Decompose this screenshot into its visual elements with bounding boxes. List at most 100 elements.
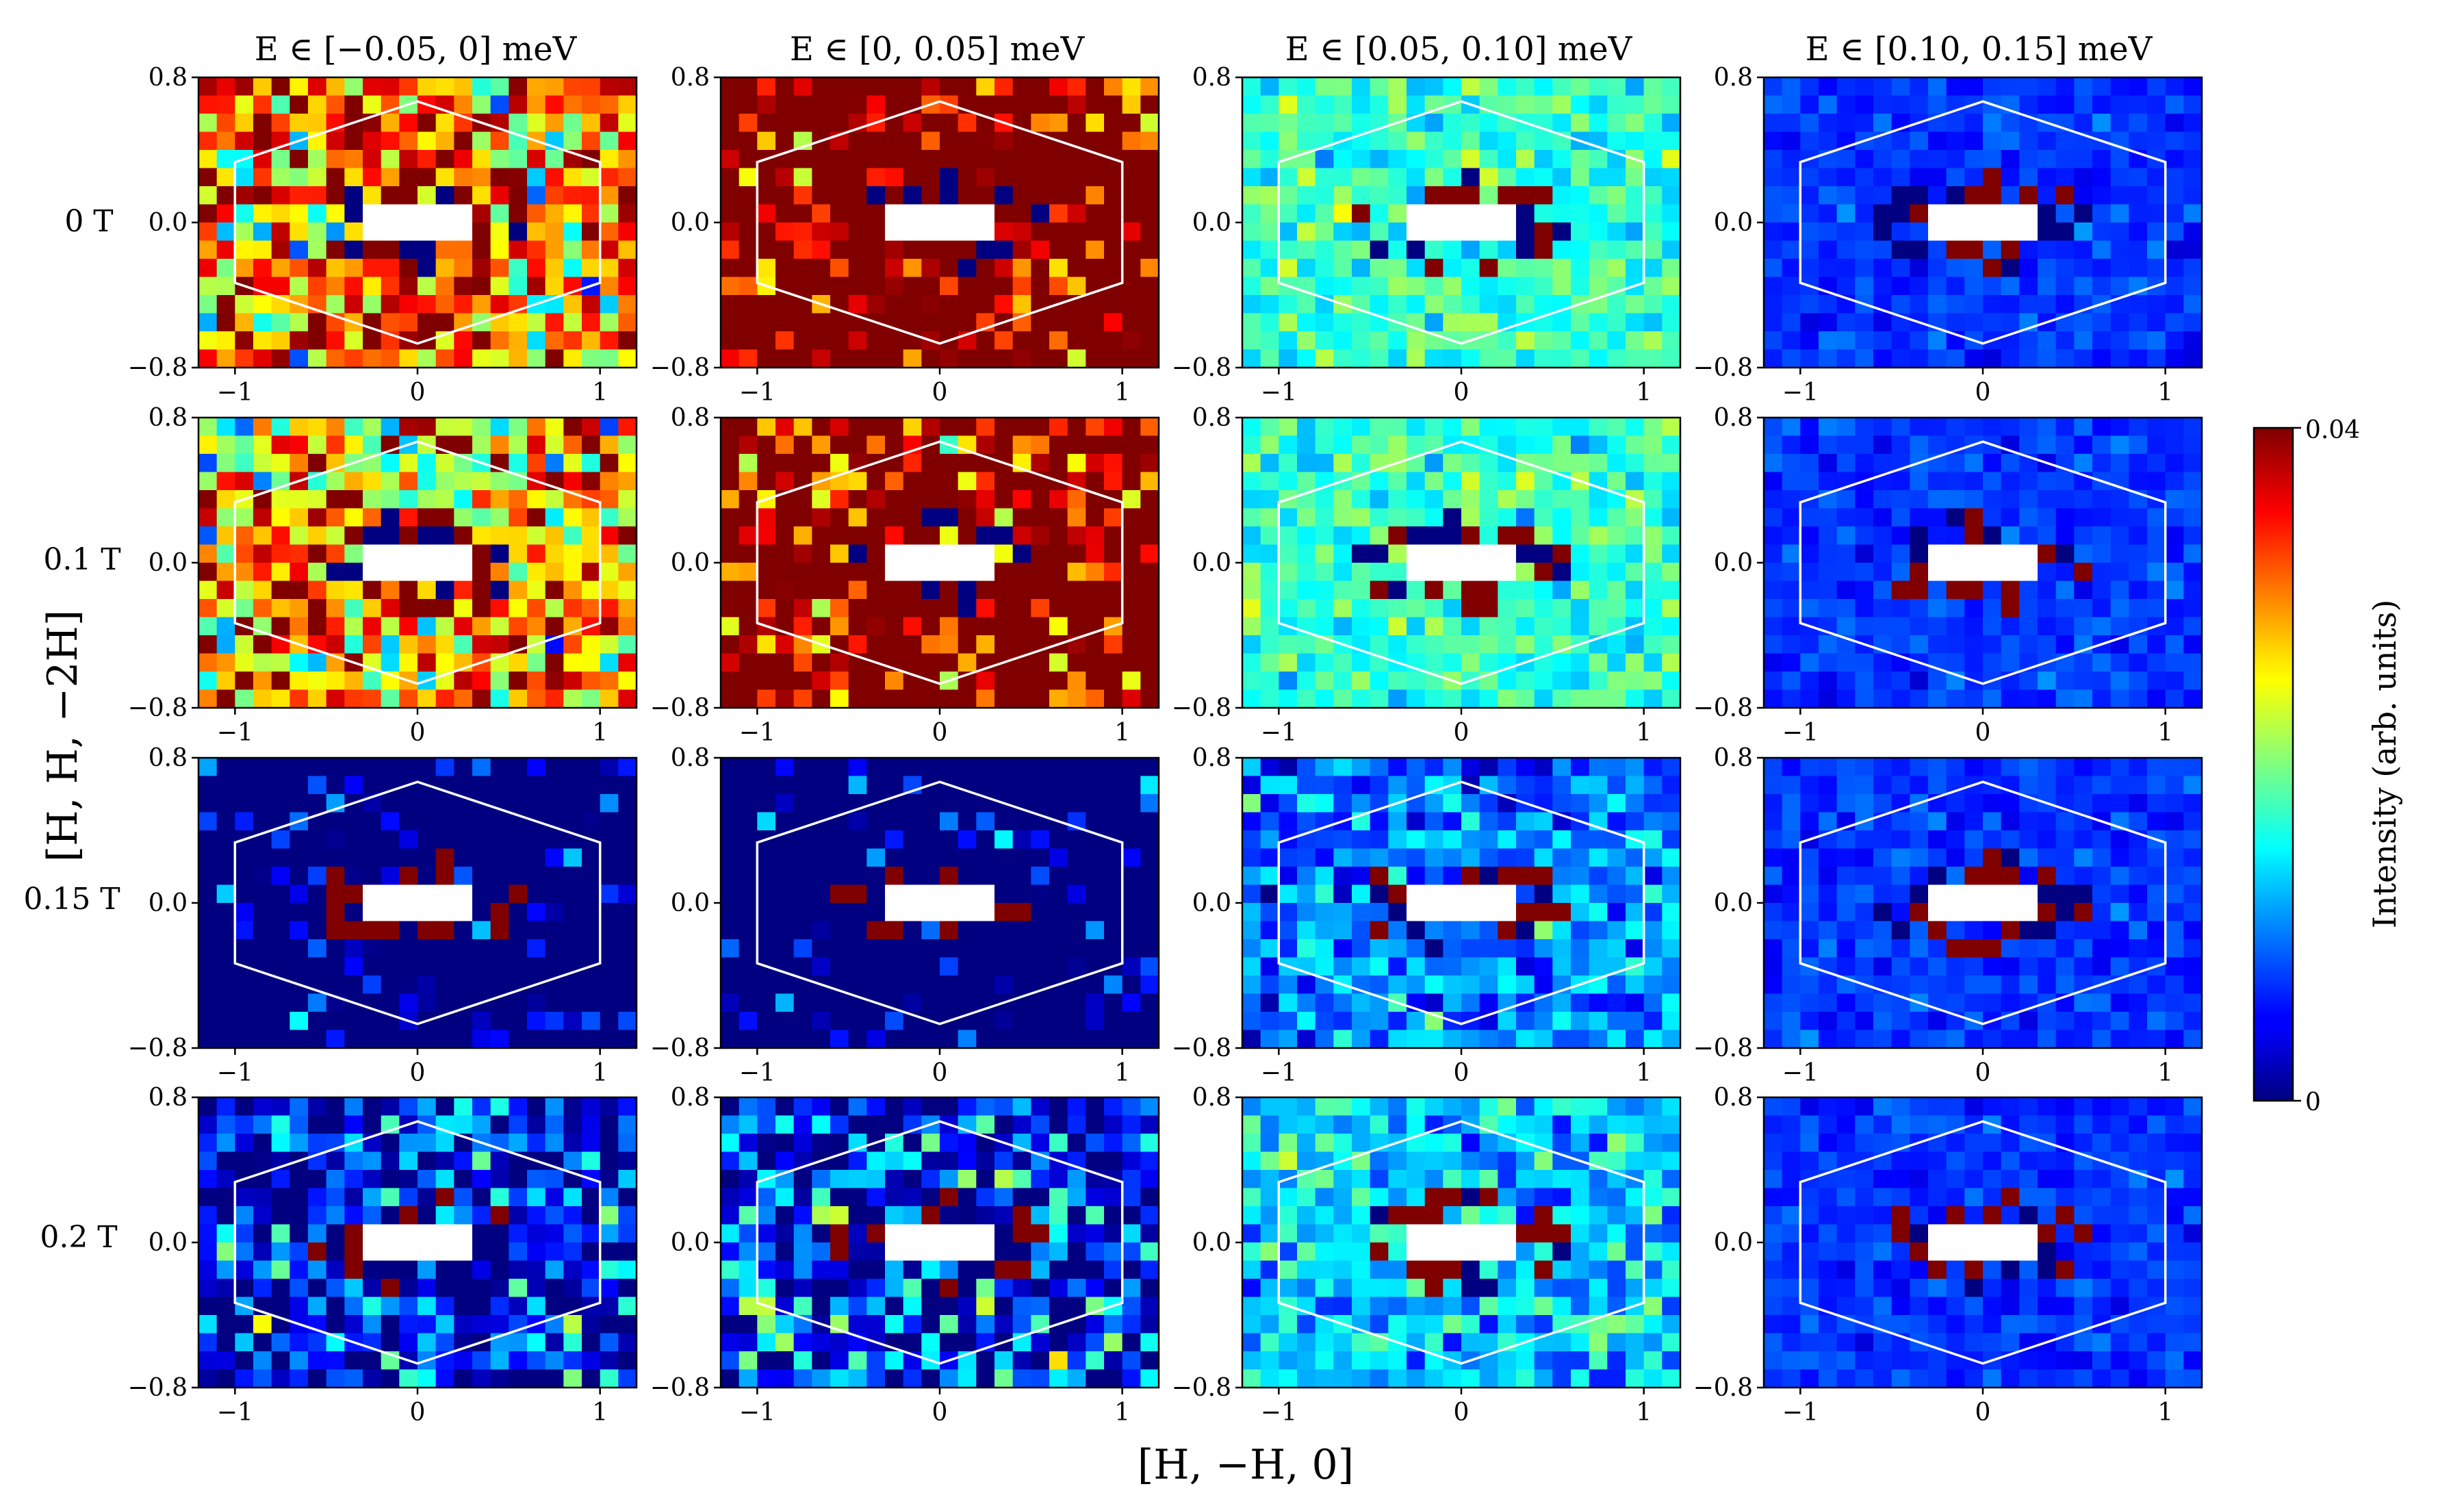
heatmap-cell bbox=[344, 884, 363, 904]
heatmap-cell bbox=[793, 277, 812, 296]
heatmap-cell bbox=[1443, 508, 1462, 527]
heatmap-cell bbox=[2019, 939, 2038, 958]
heatmap-cell bbox=[775, 580, 795, 600]
heatmap-cell bbox=[1479, 114, 1498, 133]
heatmap-cell bbox=[600, 240, 619, 259]
heatmap-cell bbox=[1279, 295, 1298, 314]
heatmap-cell bbox=[1461, 993, 1480, 1012]
heatmap-cell bbox=[2165, 168, 2184, 187]
heatmap-cell bbox=[2092, 939, 2112, 958]
heatmap-cell bbox=[271, 349, 290, 368]
heatmap-cell bbox=[1122, 993, 1141, 1012]
heatmap-cell bbox=[2055, 472, 2075, 491]
heatmap-cell bbox=[308, 150, 327, 169]
heatmap-cell bbox=[1571, 830, 1590, 850]
heatmap-cell bbox=[1279, 672, 1298, 691]
heatmap-cell bbox=[1891, 168, 1910, 187]
heatmap-cell bbox=[994, 563, 1014, 582]
heatmap-cell bbox=[1534, 150, 1553, 169]
heatmap-cell bbox=[1315, 1030, 1334, 1049]
panel-r2-c4: −1 0 1−0.80.00.8 bbox=[1693, 404, 2203, 747]
heatmap-cell bbox=[885, 544, 904, 563]
heatmap-cell bbox=[1782, 848, 1801, 867]
heatmap-cell bbox=[344, 277, 363, 296]
heatmap-cell bbox=[2092, 95, 2112, 114]
heatmap-cell bbox=[1964, 77, 1984, 97]
heatmap-cell bbox=[326, 563, 345, 582]
heatmap-cell bbox=[1049, 993, 1068, 1012]
heatmap-cell bbox=[1407, 903, 1426, 922]
heatmap-cell bbox=[1946, 418, 1965, 437]
heatmap-cell bbox=[2019, 830, 2038, 850]
heatmap-cell bbox=[582, 1134, 601, 1153]
heatmap-cell bbox=[1388, 635, 1407, 654]
heatmap-cell bbox=[1122, 758, 1141, 777]
heatmap-cell bbox=[418, 150, 437, 169]
heatmap-cell bbox=[308, 204, 327, 223]
heatmap-cell bbox=[1928, 830, 1947, 850]
heatmap-cell bbox=[290, 993, 309, 1012]
heatmap-cell bbox=[1140, 580, 1159, 600]
heatmap-cell bbox=[1800, 240, 1819, 259]
heatmap-cell bbox=[472, 222, 491, 242]
heatmap-cell bbox=[381, 563, 400, 582]
heatmap-cell bbox=[2147, 418, 2166, 437]
heatmap-cell bbox=[600, 295, 619, 314]
heatmap-cell bbox=[1800, 508, 1819, 527]
heatmap-cell bbox=[2055, 599, 2075, 618]
heatmap-cell bbox=[216, 131, 235, 151]
heatmap-cell bbox=[2183, 114, 2203, 133]
heatmap-cell bbox=[1910, 526, 1929, 546]
heatmap-cell bbox=[418, 903, 437, 922]
heatmap-cell bbox=[885, 689, 904, 709]
heatmap-cell bbox=[1315, 490, 1334, 509]
heatmap-cell bbox=[867, 580, 886, 600]
heatmap-cell bbox=[308, 689, 327, 709]
heatmap-cell bbox=[1928, 939, 1947, 958]
heatmap-cell bbox=[600, 526, 619, 546]
heatmap-cell bbox=[739, 240, 758, 259]
heatmap-cell bbox=[1333, 222, 1352, 242]
heatmap-cell bbox=[418, 884, 437, 904]
heatmap-cell bbox=[2019, 526, 2038, 546]
heatmap-cell bbox=[1800, 168, 1819, 187]
heatmap-cell bbox=[2001, 204, 2020, 223]
heatmap-cell bbox=[1242, 848, 1261, 867]
heatmap-cell bbox=[2019, 1012, 2038, 1031]
heatmap-cell bbox=[1928, 812, 1947, 831]
heatmap-cell bbox=[1836, 77, 1856, 97]
heatmap-cell bbox=[976, 599, 995, 618]
heatmap-cell bbox=[418, 1030, 437, 1049]
heatmap-cell bbox=[1407, 349, 1426, 368]
heatmap-cell bbox=[308, 563, 327, 582]
heatmap-cell bbox=[235, 435, 254, 455]
heatmap-cell bbox=[326, 617, 345, 636]
heatmap-cell bbox=[793, 544, 812, 563]
heatmap-cell bbox=[1571, 617, 1590, 636]
heatmap-cell bbox=[253, 653, 272, 672]
heatmap-cell bbox=[1279, 131, 1298, 151]
heatmap-cell bbox=[1012, 903, 1031, 922]
heatmap-cell bbox=[1800, 454, 1819, 473]
heatmap-cell bbox=[1049, 418, 1068, 437]
heatmap-cell bbox=[271, 277, 290, 296]
heatmap-cell bbox=[1873, 580, 1892, 600]
heatmap-cell bbox=[2092, 454, 2112, 473]
heatmap-cell bbox=[1643, 794, 1663, 813]
heatmap-cell bbox=[2165, 222, 2184, 242]
heatmap-cell bbox=[1315, 349, 1334, 368]
heatmap-cell bbox=[1049, 653, 1068, 672]
heatmap-cell bbox=[1607, 168, 1626, 187]
heatmap-cell bbox=[1516, 884, 1535, 904]
heatmap-cell bbox=[253, 259, 272, 278]
heatmap-cell bbox=[940, 758, 959, 777]
heatmap-cell bbox=[739, 812, 758, 831]
heatmap-cell bbox=[848, 563, 867, 582]
heatmap-cell bbox=[527, 1030, 546, 1049]
heatmap-cell bbox=[308, 186, 327, 205]
heatmap-cell bbox=[721, 617, 740, 636]
heatmap-cell bbox=[2165, 435, 2184, 455]
heatmap-cell bbox=[721, 563, 740, 582]
heatmap-cell bbox=[2019, 277, 2038, 296]
heatmap-cell bbox=[1012, 418, 1031, 437]
